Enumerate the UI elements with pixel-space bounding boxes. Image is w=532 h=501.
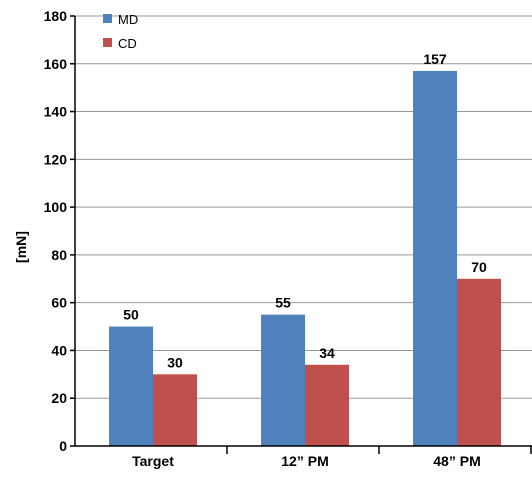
y-tick-label: 60: [51, 295, 67, 311]
bars: [109, 70, 501, 446]
data-label: 55: [275, 295, 291, 311]
y-axis-title: [mN]: [13, 231, 29, 263]
legend: MD CD: [103, 12, 138, 51]
bar-md: [109, 326, 153, 446]
data-label: 50: [123, 307, 139, 323]
data-labels: 50 30 55 34 157 70: [123, 51, 487, 370]
bar-md: [261, 314, 305, 446]
data-label: 34: [319, 345, 335, 361]
y-tick-label: 20: [51, 390, 67, 406]
y-tick-label: 120: [44, 151, 68, 167]
y-tick-label: 100: [44, 199, 68, 215]
bar-cd: [305, 364, 349, 446]
y-tick-label: 40: [51, 342, 67, 358]
x-category-label: 12” PM: [281, 453, 328, 469]
y-tick-label: 180: [44, 8, 68, 24]
legend-swatch-md: [103, 14, 112, 23]
data-label: 157: [423, 51, 447, 67]
bar-md: [413, 70, 457, 446]
legend-swatch-cd: [103, 38, 112, 47]
y-tick-label: 80: [51, 247, 67, 263]
x-category-label: Target: [132, 453, 174, 469]
y-tick-label: 140: [44, 104, 68, 120]
x-category-label: 48” PM: [433, 453, 480, 469]
legend-label-cd: CD: [118, 36, 137, 51]
bar-cd: [153, 374, 197, 446]
axes: [mN] 0 20 40 60 80 100 120 140 160 180 Target 12” P…: [13, 8, 532, 469]
bar-cd: [457, 278, 501, 446]
data-label: 70: [471, 259, 487, 275]
y-tick-label: 160: [44, 56, 68, 72]
y-tick-label: 0: [59, 438, 67, 454]
legend-label-md: MD: [118, 12, 138, 27]
data-label: 30: [167, 354, 183, 370]
